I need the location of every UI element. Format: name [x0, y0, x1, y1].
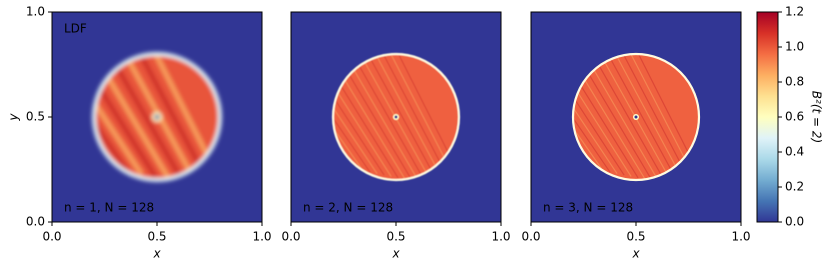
colorbar-tick-label: 0.2	[785, 180, 804, 194]
panel-label: n = 1, N = 128	[64, 201, 154, 215]
wave-stripe	[573, 61, 611, 173]
x-tick-label: 0.0	[281, 230, 300, 244]
center-core	[394, 115, 398, 119]
wave-stripe	[105, 54, 186, 180]
disk	[571, 52, 701, 182]
x-tick-label: 0.0	[42, 230, 61, 244]
y-tick-label: 0.5	[26, 110, 45, 124]
wave-stripe	[94, 58, 144, 176]
y-axis-label: y	[7, 113, 21, 122]
wave-stripe	[363, 54, 441, 180]
disk-rim	[331, 52, 461, 182]
wave-stripe	[94, 55, 158, 179]
center-core	[634, 115, 638, 119]
wave-stripe	[333, 61, 371, 173]
x-tick-label: 1.0	[252, 230, 271, 244]
colorbar-tick-label: 1.0	[785, 40, 804, 54]
wave-stripe	[589, 54, 667, 180]
x-axis-label: x	[631, 247, 640, 261]
wave-stripe	[94, 60, 130, 174]
colorbar-tick-label: 0.6	[785, 110, 804, 124]
wave-stripe	[349, 54, 427, 180]
x-tick-label: 0.0	[521, 230, 540, 244]
colorbar	[756, 11, 779, 223]
wave-stripe	[342, 54, 420, 180]
panel-annotation: LDF	[64, 22, 87, 36]
wave-stripe	[610, 54, 688, 180]
disk	[92, 52, 222, 182]
colorbar-tick-label: 0.0	[785, 215, 804, 229]
x-axis-label: x	[152, 247, 161, 261]
wave-stripe	[603, 54, 681, 180]
y-tick-label: 1.0	[26, 5, 45, 19]
center-core	[154, 114, 160, 120]
wave-stripe	[333, 58, 385, 176]
y-tick-label: 0.0	[26, 215, 45, 229]
wave-stripe	[582, 54, 660, 180]
x-tick-label: 1.0	[731, 230, 750, 244]
x-axis-label: x	[391, 247, 400, 261]
x-tick-label: 0.5	[626, 230, 645, 244]
wave-stripe	[333, 57, 392, 177]
wave-stripe	[573, 58, 625, 176]
wave-stripe	[333, 62, 364, 172]
disk-rim	[92, 52, 222, 182]
wave-stripe	[333, 59, 378, 175]
colorbar-tick-label: 0.4	[785, 145, 804, 159]
disk	[331, 52, 461, 182]
panel-label: n = 2, N = 128	[303, 201, 393, 215]
colorbar-label: B²(t = 2)	[810, 91, 824, 143]
colorbar-tick-label: 1.2	[785, 5, 804, 19]
wave-stripe	[573, 59, 618, 175]
wave-stripe	[573, 57, 632, 177]
disk-texture	[94, 54, 220, 180]
colorbar-tick-label: 0.8	[785, 75, 804, 89]
wave-stripe	[370, 54, 448, 180]
x-tick-label: 1.0	[491, 230, 510, 244]
wave-stripe	[573, 62, 604, 172]
disk-rim	[571, 52, 701, 182]
x-tick-label: 0.5	[386, 230, 405, 244]
x-tick-label: 0.5	[147, 230, 166, 244]
panel-label: n = 3, N = 128	[543, 201, 633, 215]
